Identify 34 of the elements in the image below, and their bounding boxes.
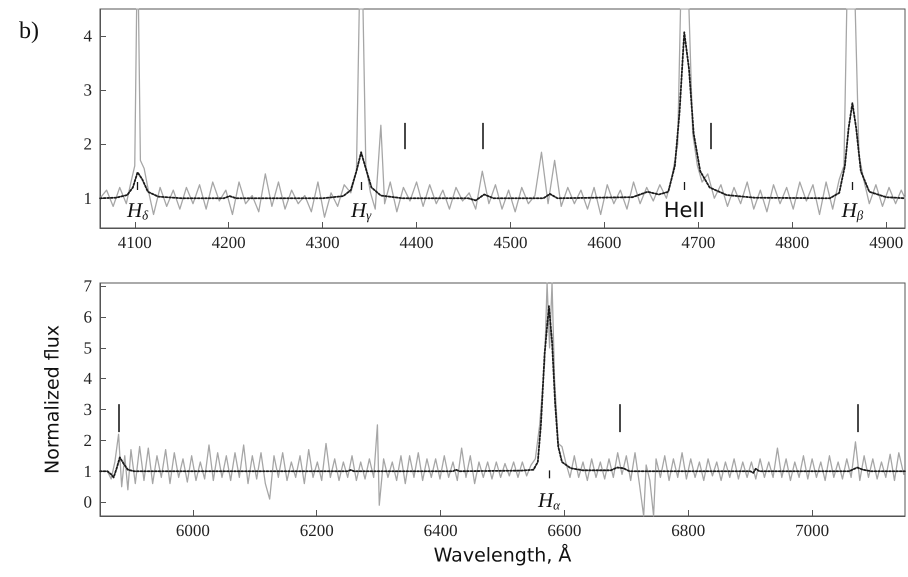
x-tick-label: 7000 [795,521,830,540]
x-tick-label: 6400 [424,521,458,540]
x-tick-label: 6600 [547,521,582,540]
line-series [99,305,906,478]
chart-title: b) [19,18,39,44]
y-axis-title: Normalized flux [42,324,64,474]
y-tick-label: 1 [84,462,92,481]
y-tick-label: 5 [84,338,92,358]
y-tick-label: 7 [84,276,92,296]
x-axis-title: Wavelength, Å [434,544,572,566]
y-tick-label: 3 [84,80,92,100]
x-tick-label: 4600 [587,233,622,252]
x-tick-label: 4300 [306,233,340,252]
x-tick-label: 4400 [400,233,434,252]
y-tick-label: 6 [84,307,92,326]
line-series [99,282,904,517]
y-tick-label: 4 [84,26,92,46]
y-tick-label: 1 [84,188,92,208]
x-tick-label: 4100 [118,233,152,252]
x-tick-label: 4900 [869,233,904,252]
y-tick-label: 2 [84,134,92,154]
y-tick-label: 4 [84,369,92,388]
x-tick-label: 4700 [681,233,716,252]
x-tick-label: 6800 [671,521,706,540]
line-series [99,31,906,202]
x-tick-label: 6200 [300,521,334,540]
y-tick-label: 0 [84,492,92,512]
x-tick-label: 4800 [775,233,810,252]
x-tick-label: 4200 [212,233,246,252]
y-tick-label: 3 [84,400,92,420]
x-tick-label: 4500 [493,233,528,252]
x-tick-label: 6000 [176,521,210,540]
ref-line-label: HeII [664,198,705,222]
y-tick-label: 2 [84,430,92,450]
